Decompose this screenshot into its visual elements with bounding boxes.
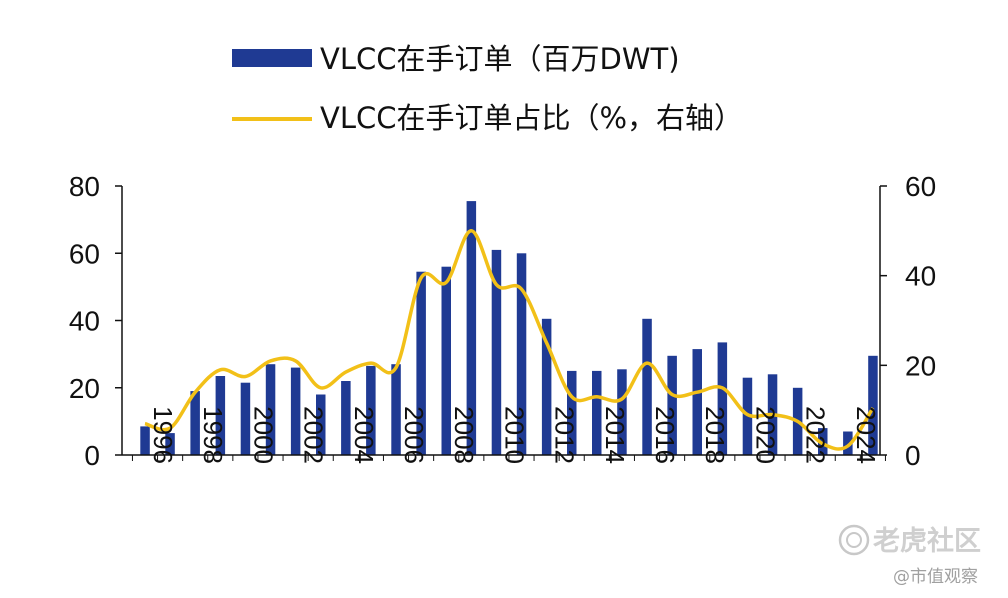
x-tick-label: 2016 (650, 406, 680, 464)
x-tick-label: 1998 (198, 406, 228, 464)
bar-2001 (265, 364, 276, 455)
bar-2013 (567, 370, 577, 455)
bar-2015 (617, 369, 627, 455)
y-right-tick-label: 0 (905, 440, 921, 471)
x-tick-label: 2018 (700, 406, 730, 464)
bar-2010 (491, 249, 502, 455)
line-path-share (144, 229, 875, 451)
legend-label-line: VLCC在手订单占比（%，右轴） (320, 101, 743, 135)
legend: VLCC在手订单（百万DWT) VLCC在手订单占比（%，右轴） (232, 42, 743, 135)
x-tick-label: 2022 (801, 406, 831, 464)
legend-label-bar: VLCC在手订单（百万DWT) (320, 42, 680, 76)
watermark-logo-text: 老虎社区 (873, 525, 981, 557)
bar-2007 (416, 271, 426, 455)
y-left-tick-label: 20 (69, 373, 100, 404)
bar-1997 (165, 433, 175, 455)
y-left-tick-label: 0 (84, 440, 100, 471)
bar-2024 (843, 431, 853, 455)
x-tick-label: 2020 (750, 406, 780, 464)
tiger-logo-icon (838, 524, 870, 556)
bar-2000 (240, 382, 251, 455)
bar-2004 (341, 381, 351, 455)
y-left-tick-label: 80 (69, 171, 100, 202)
watermark: 老虎社区 @市值观察 (838, 524, 981, 587)
x-tick-label: 2000 (248, 406, 278, 464)
bar-2005 (366, 365, 376, 455)
bar-2009 (466, 201, 477, 455)
bar-1998 (190, 391, 200, 455)
y-right-tick-label: 40 (905, 261, 936, 292)
bar-2011 (516, 253, 527, 456)
x-tick-label: 2024 (851, 406, 881, 464)
bar-2019 (717, 342, 728, 455)
line-series (144, 229, 875, 451)
bar-1999 (215, 376, 226, 455)
legend-swatch-bar (232, 49, 312, 67)
bar-2006 (391, 364, 401, 455)
x-tick-label: 2008 (449, 406, 479, 464)
x-tick-label: 2006 (399, 406, 429, 464)
y-left-tick-label: 40 (69, 306, 100, 337)
bar-2012 (541, 318, 552, 455)
x-tick-label: 2004 (349, 406, 379, 464)
bar-2014 (592, 370, 602, 455)
x-tick-label: 2002 (299, 406, 329, 464)
bar-2002 (290, 367, 301, 455)
axes: 0 20 40 60 80 0 20 40 60 1996 1998 2000 2002 2004 2006… (69, 171, 936, 471)
x-tick-label: 2014 (600, 406, 630, 464)
x-tick-label: 2010 (499, 406, 529, 464)
y-right-tick-label: 60 (905, 171, 936, 202)
bar-2023 (818, 428, 828, 455)
bar-1996 (140, 426, 150, 455)
bar-2003 (316, 394, 326, 455)
bar-2008 (441, 266, 451, 455)
y-left-tick-label: 60 (69, 238, 100, 269)
bar-2025 (868, 355, 878, 455)
bar-2017 (667, 355, 677, 455)
watermark-handle-text: @市值观察 (893, 567, 978, 587)
bar-2018 (692, 349, 702, 455)
bar-2016 (642, 318, 652, 455)
x-tick-label: 2012 (550, 406, 580, 464)
x-tick-label: 1996 (148, 406, 178, 464)
y-right-tick-label: 20 (905, 350, 936, 381)
